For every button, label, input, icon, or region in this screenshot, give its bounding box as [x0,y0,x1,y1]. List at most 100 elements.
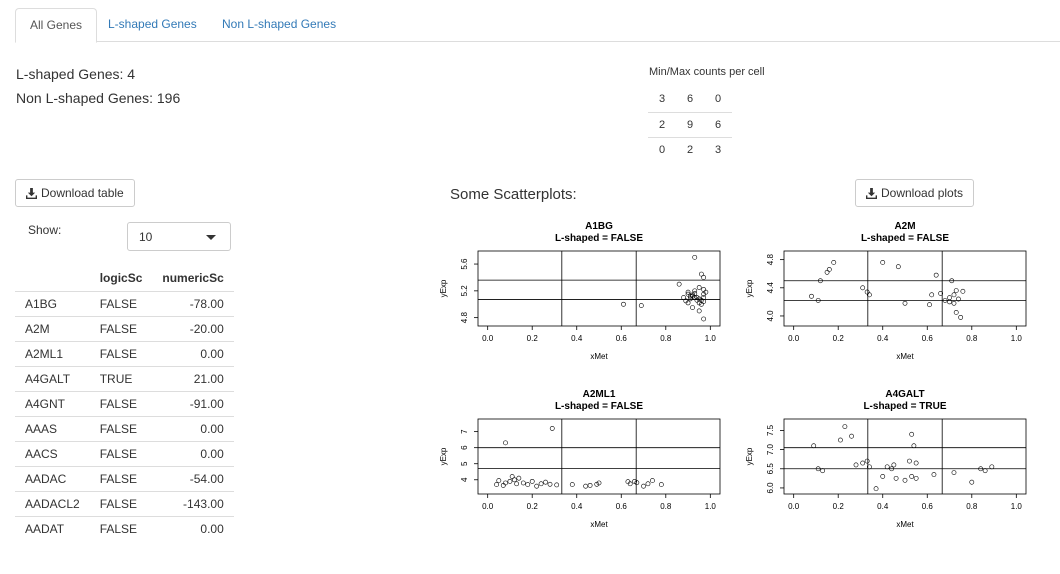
y-tick-label: 4 [460,477,469,482]
data-point [951,470,957,475]
plot-frame [477,250,721,327]
caret-down-icon [206,235,216,240]
page-size-value: 10 [139,230,153,244]
y-tick-label: 7 [460,429,469,434]
gene-name: A2ML1 [15,340,90,366]
table-row: AACS FALSE 0.00 [15,440,234,466]
minmax-row: 2 9 6 [648,111,732,137]
plot-subtitle: L-shaped = FALSE [861,233,949,244]
data-point [701,295,707,300]
minmax-table: 3 6 0 2 9 6 0 2 3 [648,87,732,162]
tab-bar: All Genes L-shaped Genes Non L-shaped Ge… [15,8,1060,43]
data-point [907,458,912,464]
logicsc-value: FALSE [89,440,153,466]
minmax-cell: 3 [658,93,666,106]
data-point [895,264,901,270]
data-point [909,431,915,437]
table-row: A1BG FALSE -78.00 [15,290,234,316]
data-point [681,295,687,300]
x-tick-label: 0.0 [788,502,800,511]
gene-name: AADACL2 [15,490,90,516]
y-tick-label: 6.0 [766,482,775,494]
x-tick-label: 0.4 [571,502,583,511]
data-point [978,466,984,472]
table-row: AADAC FALSE -54.00 [15,465,234,491]
tab-non-l-shaped-genes[interactable]: Non L-shaped Genes [222,17,337,31]
data-point [621,301,626,307]
x-tick-label: 1.0 [1011,334,1023,343]
data-point [853,462,859,468]
numericsc-value: 0.00 [152,340,234,366]
logicsc-value: FALSE [89,340,153,366]
data-point [596,480,602,486]
data-point [866,464,872,470]
numericsc-value: -20.00 [152,315,234,341]
data-point [634,480,640,486]
gene-table-header: logicSc numericSc [15,266,234,292]
data-point [650,478,655,483]
data-point [696,285,702,290]
data-point [815,298,821,303]
column-header-logicsc[interactable]: logicSc [89,266,153,292]
column-header-numericsc[interactable]: numericSc [152,266,234,292]
plot-frame [477,418,721,495]
data-point [507,478,513,484]
y-tick-label: 4.4 [766,282,775,294]
gene-name: A4GNT [15,390,90,416]
data-point [933,272,939,278]
column-header-gene[interactable] [15,266,90,292]
y-axis-label: yExp [745,279,754,297]
data-point [815,466,821,472]
tab-l-shaped-genes[interactable]: L-shaped Genes [108,17,197,31]
page-size-select[interactable]: 10 [127,222,231,251]
gene-name: A1BG [15,290,90,316]
numericsc-value: -91.00 [152,390,234,416]
data-point [514,481,520,487]
data-point [951,292,957,298]
data-point [699,271,704,277]
plot-subtitle: L-shaped = TRUE [863,401,946,412]
data-point [687,296,693,302]
logicsc-value: FALSE [89,515,153,541]
data-point [960,288,966,294]
download-plots-label: Download plots [881,186,964,200]
x-axis-label: xMet [896,352,914,361]
data-point [520,480,526,486]
plot-frame [783,250,1027,327]
x-tick-label: 1.0 [705,502,717,511]
data-point [929,292,935,298]
data-point [866,292,872,298]
data-point [938,291,944,296]
logicsc-value: FALSE [89,465,153,491]
data-point [902,477,908,483]
download-table-button[interactable]: Download table [15,179,135,207]
x-tick-label: 0.4 [571,334,583,343]
download-plots-button[interactable]: Download plots [855,179,975,207]
y-axis-label: yExp [439,279,448,297]
data-point [942,298,948,303]
data-point [953,288,959,294]
data-point [838,437,843,443]
x-tick-label: 0.2 [833,334,845,343]
table-row: AAAS FALSE 0.00 [15,415,234,441]
data-point [641,483,646,489]
numericsc-value: -143.00 [152,490,234,516]
data-point [811,443,817,449]
data-point [511,477,517,483]
tab-all-genes[interactable]: All Genes [15,8,98,43]
data-point [826,267,832,272]
data-point [685,300,691,306]
table-row: A2ML1 FALSE 0.00 [15,340,234,366]
data-point [701,316,707,322]
table-row: AADACL2 FALSE -143.00 [15,490,234,516]
data-point [951,300,957,306]
data-point [509,474,515,479]
data-point [913,475,919,481]
x-tick-label: 1.0 [705,334,717,343]
data-point [547,481,553,487]
minmax-cell: 3 [704,136,732,162]
x-tick-label: 0.6 [922,334,934,343]
data-point [676,281,682,287]
l-shaped-count: L-shaped Genes: 4 [16,66,136,82]
